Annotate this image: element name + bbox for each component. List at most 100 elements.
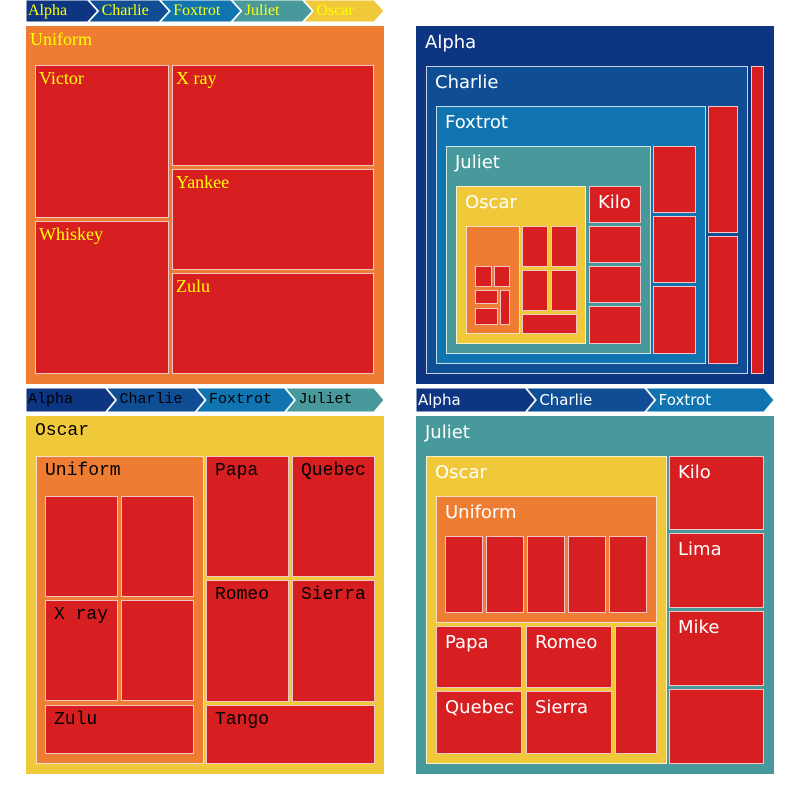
treemap-tile[interactable] [653, 286, 696, 354]
treemap-tile[interactable] [486, 536, 524, 613]
tile-label: Tango [215, 710, 270, 730]
tile-label: Zulu [54, 710, 98, 730]
treemap-tile-romeo[interactable]: Romeo [206, 580, 289, 702]
breadcrumb-segment-juliet[interactable] [231, 0, 314, 22]
treemap-tile[interactable] [609, 536, 647, 613]
breadcrumb-segment-foxtrot[interactable] [195, 388, 296, 412]
treemap-tile-papa[interactable]: Papa [206, 456, 289, 577]
treemap-tile-quebec[interactable]: Quebec [436, 691, 522, 754]
treemap-tile[interactable] [45, 496, 118, 597]
treemap-tile-whiskey[interactable]: Whiskey [35, 221, 169, 374]
treemap-tile[interactable] [551, 226, 577, 267]
tile-label: Romeo [215, 585, 270, 605]
tile-label: Oscar [435, 462, 487, 483]
tile-label: Romeo [535, 632, 598, 653]
tile-label: Sierra [301, 585, 366, 605]
treemap-tile[interactable] [589, 306, 641, 344]
breadcrumb [26, 0, 384, 22]
tile-label: Kilo [678, 462, 711, 483]
treemap-tile-mike[interactable]: Mike [669, 611, 764, 686]
tile-label: Sierra [535, 697, 589, 718]
treemap-tile-sierra[interactable]: Sierra [526, 691, 612, 754]
treemap-tile[interactable] [475, 290, 498, 304]
breadcrumb-segment-foxtrot[interactable] [159, 0, 242, 22]
breadcrumb-label: Alpha [418, 391, 461, 409]
tile-label: Lima [678, 539, 722, 560]
tile-label: Papa [215, 461, 259, 481]
treemap-tile[interactable] [527, 536, 565, 613]
breadcrumb-segment-alpha[interactable] [416, 388, 536, 412]
breadcrumb-segment-charlie[interactable] [525, 388, 656, 412]
treemap-tile[interactable] [121, 496, 194, 597]
treemap-tile[interactable] [708, 236, 738, 364]
treemap-tile[interactable] [568, 536, 606, 613]
tile-label: Foxtrot [445, 112, 508, 133]
treemap-tile[interactable] [522, 270, 548, 311]
treemap-tile[interactable] [522, 226, 548, 267]
tile-label: Mike [678, 617, 720, 638]
treemap-tile[interactable] [615, 626, 657, 754]
treemap-tile[interactable] [445, 536, 483, 613]
treemap-tile[interactable] [475, 266, 492, 287]
breadcrumb-label: Juliet [244, 2, 280, 19]
breadcrumb-label: Charlie [119, 391, 183, 408]
treemap-tile-x-ray[interactable]: X ray [45, 600, 118, 701]
treemap-tile-yankee[interactable]: Yankee [172, 169, 374, 270]
tile-label: Quebec [445, 697, 515, 718]
treemap-tile-kilo[interactable]: Kilo [669, 456, 764, 530]
treemap-tile[interactable] [653, 216, 696, 283]
tile-label: Papa [445, 632, 489, 653]
treemap-tile[interactable] [653, 146, 696, 213]
treemap-tile-papa[interactable]: Papa [436, 626, 522, 688]
treemap-tile[interactable] [121, 600, 194, 701]
breadcrumb-label: Foxtrot [173, 2, 221, 19]
tile-label: Uniform [445, 502, 517, 523]
breadcrumb-segment-alpha[interactable] [26, 388, 117, 412]
tile-label: Victor [39, 68, 84, 88]
breadcrumb-segment-oscar[interactable] [302, 0, 384, 22]
tile-label: Charlie [435, 72, 499, 93]
treemap-tile-quebec[interactable]: Quebec [292, 456, 375, 577]
treemap-tile-victor[interactable]: Victor [35, 65, 169, 218]
tile-label: Uniform [30, 29, 92, 49]
breadcrumb-label: Foxtrot [209, 391, 273, 408]
tile-label: Zulu [176, 276, 210, 296]
treemap-tile[interactable] [551, 270, 577, 311]
treemap-tile[interactable] [494, 266, 510, 287]
breadcrumb-label: Alpha [28, 2, 68, 19]
breadcrumb-segment-foxtrot[interactable] [645, 388, 774, 412]
breadcrumb-segment-charlie[interactable] [87, 0, 170, 22]
treemap-tile-tango[interactable]: Tango [206, 705, 375, 764]
tile-label: Quebec [301, 461, 366, 481]
treemap-tile-kilo[interactable]: Kilo [589, 186, 641, 223]
treemap-tile-romeo[interactable]: Romeo [526, 626, 612, 688]
tile-label: Oscar [35, 421, 90, 441]
treemap-tile-lima[interactable]: Lima [669, 533, 764, 608]
breadcrumb-label: Charlie [101, 2, 149, 19]
treemap-tile[interactable] [589, 266, 641, 303]
tile-label: Whiskey [39, 224, 103, 244]
treemap-tile[interactable] [475, 308, 498, 325]
treemap-tile-x-ray[interactable]: X ray [172, 65, 374, 166]
tile-label: Juliet [425, 422, 470, 443]
tile-label: X ray [176, 68, 217, 88]
treemap-tile-zulu[interactable]: Zulu [172, 273, 374, 374]
tile-label: X ray [54, 605, 109, 625]
breadcrumb-label: Juliet [298, 391, 353, 408]
treemap-tile[interactable] [669, 689, 764, 764]
tile-label: Kilo [598, 192, 631, 213]
treemap-tile[interactable] [751, 66, 764, 374]
treemap-tile[interactable] [589, 226, 641, 263]
breadcrumb-segment-juliet[interactable] [284, 388, 385, 412]
treemap-tile-zulu[interactable]: Zulu [45, 705, 194, 754]
treemap-tile[interactable] [708, 106, 738, 233]
tile-label: Yankee [176, 172, 230, 192]
treemap-tile-sierra[interactable]: Sierra [292, 580, 375, 702]
breadcrumb-label: Charlie [539, 391, 593, 409]
treemap-tile[interactable] [522, 314, 577, 334]
tile-label: Oscar [465, 192, 517, 213]
breadcrumb-segment-alpha[interactable] [26, 0, 99, 22]
treemap-tile[interactable] [500, 290, 510, 325]
breadcrumb-segment-charlie[interactable] [105, 388, 206, 412]
